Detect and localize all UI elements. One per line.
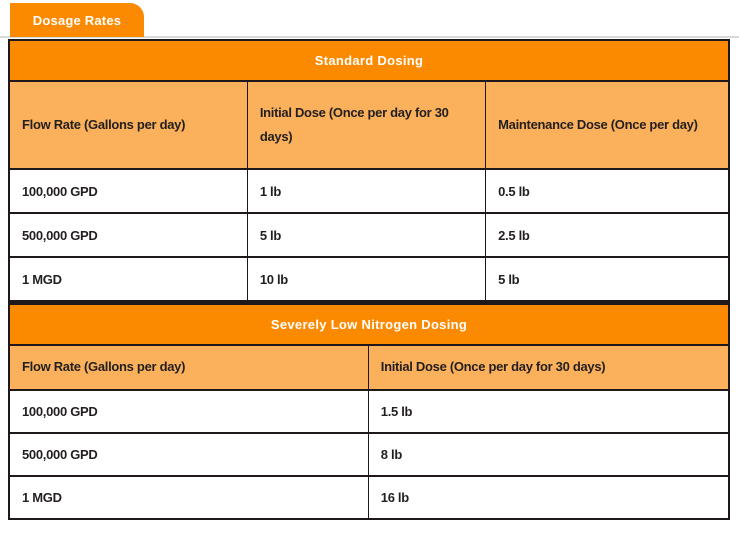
standard-dosing-table: Standard Dosing Flow Rate (Gallons per d…: [7, 39, 731, 302]
table-row: 100,000 GPD 1 lb 0.5 lb: [7, 168, 731, 214]
column-header-initial-dose: Initial Dose (Once per day for 30 days): [246, 80, 487, 170]
standard-dosing-section-row: Standard Dosing: [8, 39, 730, 82]
severely-low-nitrogen-section-row: Severely Low Nitrogen Dosing: [8, 302, 730, 346]
cell-initial-dose: 10 lb: [246, 256, 487, 302]
cell-flow-rate: 1 MGD: [7, 474, 369, 520]
table-row: 500,000 GPD 8 lb: [7, 431, 730, 477]
cell-flow-rate: 500,000 GPD: [7, 431, 369, 477]
table-row: 1 MGD 10 lb 5 lb: [7, 256, 731, 302]
cell-initial-dose: 5 lb: [246, 212, 487, 258]
cell-maintenance-dose: 2.5 lb: [485, 212, 731, 258]
section-title-severely-low-nitrogen: Severely Low Nitrogen Dosing: [8, 302, 730, 346]
column-header-flow-rate: Flow Rate (Gallons per day): [7, 343, 369, 391]
column-header-flow-rate: Flow Rate (Gallons per day): [7, 80, 248, 170]
cell-maintenance-dose: 0.5 lb: [485, 168, 731, 214]
cell-maintenance-dose: 5 lb: [485, 256, 731, 302]
table-row: 500,000 GPD 5 lb 2.5 lb: [7, 212, 731, 258]
severely-low-nitrogen-dosing-table: Severely Low Nitrogen Dosing Flow Rate (…: [7, 302, 730, 520]
standard-dosing-header-row: Flow Rate (Gallons per day) Initial Dose…: [7, 80, 731, 170]
cell-flow-rate: 100,000 GPD: [7, 388, 369, 434]
dosing-tables-container: Standard Dosing Flow Rate (Gallons per d…: [7, 39, 731, 520]
tab-dosage-rates[interactable]: Dosage Rates: [10, 3, 144, 37]
severely-low-nitrogen-header-row: Flow Rate (Gallons per day) Initial Dose…: [7, 343, 730, 391]
cell-flow-rate: 1 MGD: [7, 256, 248, 302]
cell-flow-rate: 100,000 GPD: [7, 168, 248, 214]
column-header-initial-dose: Initial Dose (Once per day for 30 days): [367, 343, 730, 391]
section-title-standard-dosing: Standard Dosing: [8, 39, 730, 82]
column-header-maintenance-dose: Maintenance Dose (Once per day): [485, 80, 731, 170]
table-row: 1 MGD 16 lb: [7, 474, 730, 520]
table-row: 100,000 GPD 1.5 lb: [7, 388, 730, 434]
cell-initial-dose: 16 lb: [367, 474, 730, 520]
tab-underline-rule: [0, 36, 739, 38]
cell-initial-dose: 1 lb: [246, 168, 487, 214]
tab-dosage-rates-label: Dosage Rates: [32, 12, 122, 28]
cell-initial-dose: 1.5 lb: [367, 388, 730, 434]
cell-initial-dose: 8 lb: [367, 431, 730, 477]
cell-flow-rate: 500,000 GPD: [7, 212, 248, 258]
